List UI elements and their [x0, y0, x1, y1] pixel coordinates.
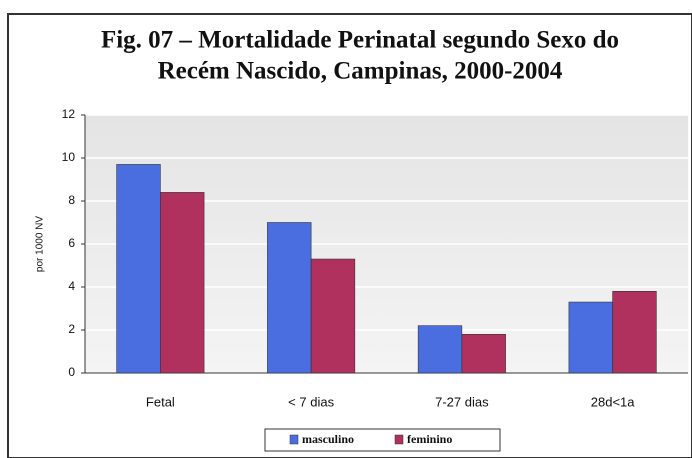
x-tick-label: Fetal: [146, 394, 175, 409]
y-tick-label: 4: [68, 279, 75, 293]
x-tick-label: 7-27 dias: [435, 394, 489, 409]
y-tick-label: 8: [68, 193, 75, 207]
bar: [310, 258, 356, 374]
y-tick-label: 6: [68, 236, 75, 250]
bar: [267, 222, 312, 374]
legend-label: feminino: [407, 432, 452, 446]
chart-title: Recém Nascido, Campinas, 2000-2004: [158, 58, 563, 85]
x-tick-label: < 7 dias: [288, 394, 334, 409]
y-tick-label: 10: [62, 150, 76, 164]
legend-label: masculino: [302, 432, 354, 446]
bar: [417, 325, 463, 374]
legend: [264, 428, 501, 452]
bar: [461, 333, 506, 374]
x-tick-label: 28d<1a: [591, 394, 636, 409]
bar: [568, 301, 613, 374]
y-tick-label: 2: [68, 322, 75, 336]
bar: [612, 290, 657, 374]
bar: [116, 164, 161, 374]
y-tick-label: 12: [62, 107, 76, 121]
bar: [160, 192, 205, 374]
chart-title: Fig. 07 – Mortalidade Perinatal segundo …: [101, 27, 619, 54]
y-axis-label: por 1000 NV: [35, 216, 46, 272]
legend-swatch: [289, 434, 299, 445]
legend-swatch: [394, 434, 404, 445]
y-tick-label: 0: [68, 365, 75, 379]
